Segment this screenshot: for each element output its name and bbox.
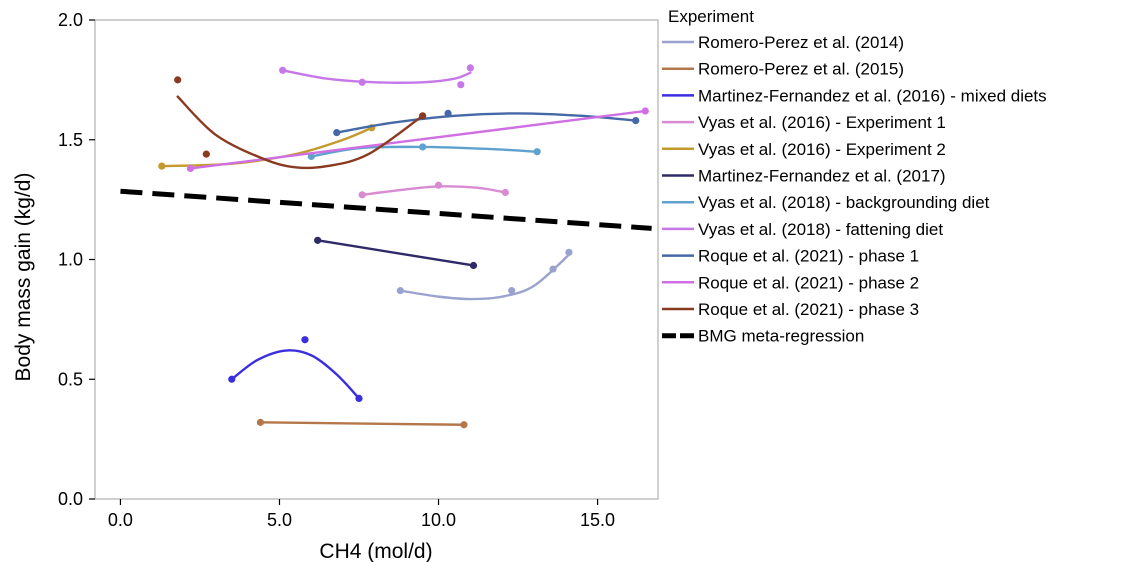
- series-10-point: [186, 164, 195, 173]
- series-8-point: [279, 66, 287, 74]
- series-8-point: [466, 64, 474, 72]
- x-axis-title: CH4 (mol/d): [319, 540, 432, 562]
- series-8-point: [457, 81, 465, 89]
- legend-label: Romero-Perez et al. (2014): [698, 33, 904, 52]
- series-4-point: [358, 191, 366, 199]
- legend-label: Roque et al. (2021) - phase 1: [698, 247, 919, 266]
- series-2-point: [460, 421, 468, 429]
- series-8-line: [281, 69, 472, 84]
- legend-label: Vyas et al. (2016) - Experiment 1: [698, 113, 946, 132]
- series-9-point: [444, 109, 452, 118]
- series-9: [333, 109, 640, 137]
- series-3-line: [230, 349, 361, 400]
- plot-frame: [94, 19, 659, 500]
- legend-label: BMG meta-regression: [698, 327, 864, 346]
- series-1-point: [549, 265, 557, 273]
- legend-item: Martinez-Fernandez et al. (2016) - mixed…: [662, 86, 1047, 105]
- series-1-point: [565, 248, 573, 256]
- legend-item: Vyas et al. (2016) - Experiment 1: [662, 113, 946, 132]
- series-4: [358, 181, 509, 199]
- y-tick-label: 1.5: [58, 130, 83, 150]
- legend-label: Martinez-Fernandez et al. (2017): [698, 167, 946, 186]
- series-1-point: [396, 287, 404, 295]
- legend-item: Vyas et al. (2016) - Experiment 2: [662, 140, 946, 159]
- series-12: [120, 188, 652, 231]
- series-6: [314, 236, 478, 270]
- x-tick-label: 0.0: [108, 510, 133, 530]
- series-2: [256, 418, 468, 429]
- legend-label: Roque et al. (2021) - phase 2: [698, 273, 919, 292]
- series-6-point: [469, 261, 478, 270]
- series-10-point: [641, 107, 649, 115]
- series-8-point: [358, 78, 366, 86]
- legend-title: Experiment: [668, 7, 754, 26]
- x-tick-label: 15.0: [580, 510, 615, 530]
- legend-item: Roque et al. (2021) - phase 2: [662, 273, 919, 292]
- legend-label: Vyas et al. (2016) - Experiment 2: [698, 140, 946, 159]
- y-tick-label: 1.0: [58, 250, 83, 270]
- plot-area: [120, 64, 652, 429]
- series-8: [279, 64, 474, 89]
- x-tick-label: 5.0: [267, 510, 292, 530]
- y-axis-title: Body mass gain (kg/d): [12, 173, 35, 382]
- series-1: [396, 248, 573, 301]
- series-9-point: [632, 116, 640, 125]
- legend-item: Martinez-Fernandez et al. (2017): [662, 167, 946, 186]
- series-9-point: [333, 128, 341, 137]
- series-10: [186, 107, 649, 173]
- series-12-line: [120, 188, 652, 231]
- series-1-line: [399, 253, 571, 301]
- legend-item: BMG meta-regression: [662, 327, 864, 346]
- axes: 0.0 5.0 10.0 15.0 0.0 0.5 1.0 1.5 2.0: [58, 10, 659, 530]
- series-7-point: [307, 152, 315, 161]
- series-7-point: [419, 143, 427, 151]
- x-tick-label: 10.0: [421, 510, 456, 530]
- y-tick-label: 0.5: [58, 369, 83, 389]
- series-11-point: [202, 150, 210, 158]
- series-3-point: [301, 336, 309, 344]
- legend-label: Vyas et al. (2018) - fattening diet: [698, 220, 943, 239]
- series-2-line: [259, 421, 466, 426]
- series-11-point: [419, 112, 427, 120]
- series-4-point: [434, 181, 443, 189]
- series-7: [307, 143, 541, 161]
- series-6-line: [316, 239, 475, 267]
- legend-label: Martinez-Fernandez et al. (2016) - mixed…: [698, 86, 1047, 105]
- series-3: [228, 336, 363, 403]
- legend-label: Vyas et al. (2018) - backgrounding diet: [698, 193, 990, 212]
- series-5-point: [158, 162, 166, 170]
- legend-item: Vyas et al. (2018) - fattening diet: [662, 220, 943, 239]
- series-9-line: [335, 112, 637, 134]
- legend-item: Roque et al. (2021) - phase 3: [662, 300, 919, 319]
- series-7-point: [533, 148, 541, 156]
- legend-label: Romero-Perez et al. (2015): [698, 60, 904, 79]
- series-11: [174, 76, 427, 170]
- y-tick-label: 0.0: [58, 489, 83, 509]
- series-11-line: [176, 95, 424, 170]
- series-4-line: [360, 185, 507, 197]
- series-3-point: [355, 394, 363, 403]
- series-4-point: [501, 188, 509, 197]
- legend-label: Roque et al. (2021) - phase 3: [698, 300, 919, 319]
- series-11-point: [174, 76, 182, 84]
- legend: Experiment Romero-Perez et al. (2014) Rom…: [662, 7, 1047, 346]
- legend-item: Roque et al. (2021) - phase 1: [662, 247, 919, 266]
- series-1-point: [508, 287, 516, 295]
- legend-item: Romero-Perez et al. (2015): [662, 60, 904, 79]
- series-2-point: [256, 418, 265, 426]
- series-6-point: [314, 236, 322, 244]
- legend-item: Vyas et al. (2018) - backgrounding diet: [662, 193, 990, 212]
- legend-item: Romero-Perez et al. (2014): [662, 33, 904, 52]
- y-tick-label: 2.0: [58, 10, 83, 30]
- series-3-point: [228, 375, 236, 383]
